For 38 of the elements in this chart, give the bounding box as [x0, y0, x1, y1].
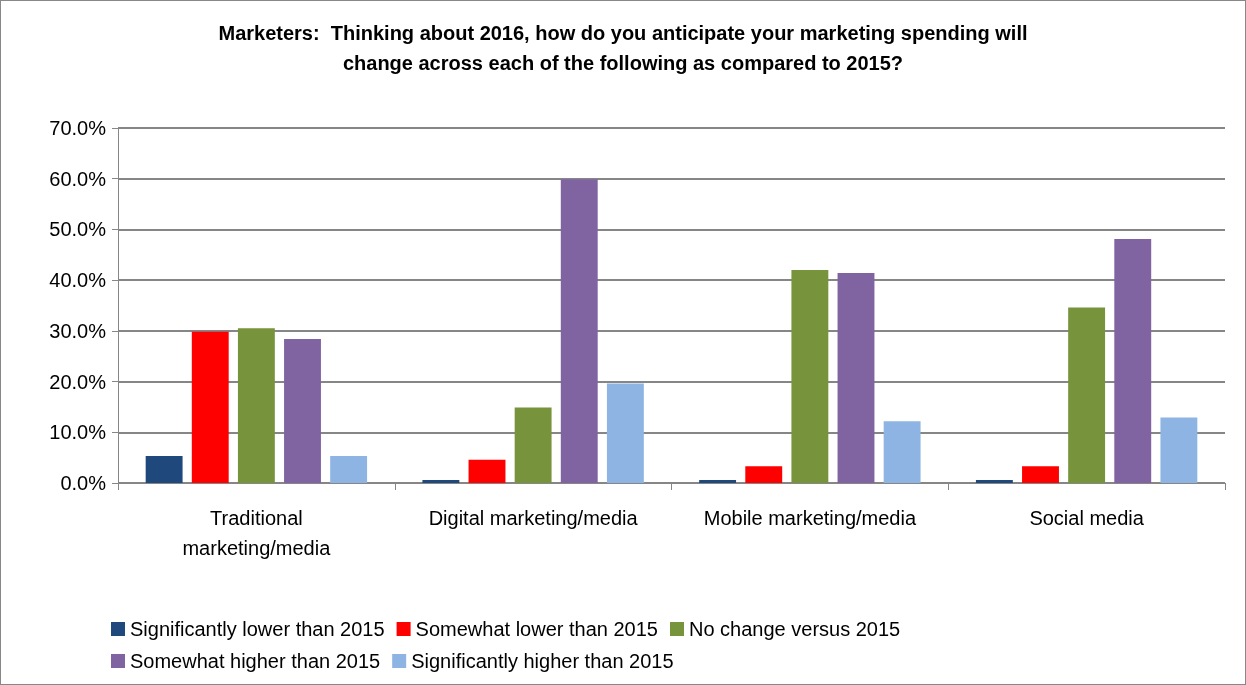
- bar: [514, 407, 552, 483]
- y-tick-label: 40.0%: [49, 269, 107, 292]
- legend-label: Significantly lower than 2015: [130, 618, 385, 640]
- bar: [237, 328, 275, 483]
- bar: [699, 479, 737, 483]
- y-tick-label: 30.0%: [49, 319, 107, 342]
- bar: [791, 270, 829, 483]
- bar: [837, 273, 875, 483]
- y-tick-label: 10.0%: [49, 421, 107, 444]
- bar: [1160, 417, 1198, 483]
- bar: [883, 421, 921, 483]
- bar: [1114, 239, 1152, 483]
- bar: [284, 338, 321, 483]
- x-tick-label: Digital marketing/media: [428, 507, 639, 529]
- bar: [560, 179, 598, 483]
- y-tick-label: 20.0%: [49, 370, 107, 393]
- y-tick-label: 70.0%: [49, 117, 107, 139]
- y-tick-label: 60.0%: [49, 167, 107, 190]
- bar: [330, 456, 368, 483]
- x-tick-label: Social media: [1029, 507, 1145, 529]
- legend-label: Somewhat higher than 2015: [130, 650, 381, 672]
- x-tick-label: Mobile marketing/media: [703, 507, 917, 529]
- y-tick-label: 50.0%: [49, 218, 107, 241]
- bar: [1068, 307, 1106, 483]
- bar: [606, 383, 644, 483]
- y-tick-label: 0.0%: [60, 472, 107, 494]
- chart-title: Marketers: Thinking about 2016, how do you anticipate your marketing spending will change across each of the following as compared to 2015?: [218, 22, 1028, 74]
- bar: [468, 459, 506, 483]
- bar: [145, 456, 183, 483]
- bar: [745, 466, 783, 483]
- legend-label: Significantly higher than 2015: [411, 650, 674, 672]
- x-tick-label: Traditional marketing/media: [182, 507, 332, 559]
- bar: [191, 331, 229, 483]
- bar: [1022, 466, 1059, 483]
- legend-label: No change versus 2015: [688, 618, 901, 640]
- bar: [975, 479, 1013, 483]
- bar: [422, 479, 460, 483]
- legend-label: Somewhat lower than 2015: [415, 618, 658, 640]
